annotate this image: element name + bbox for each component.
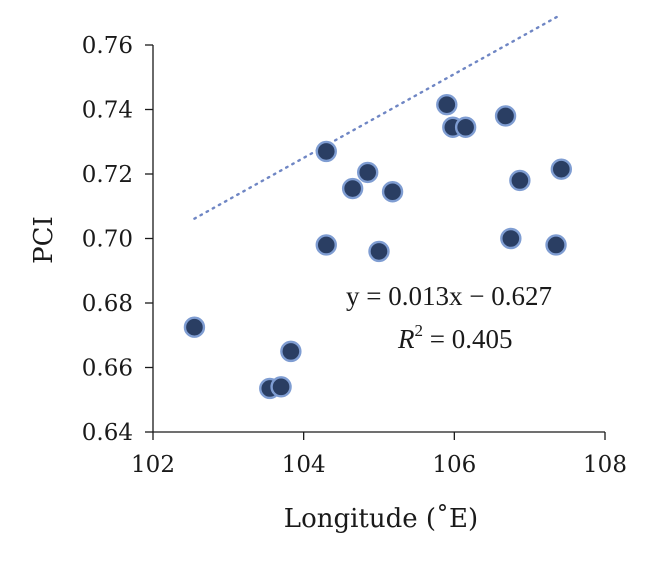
- data-point: [368, 240, 390, 263]
- r-squared-symbol: R: [397, 324, 415, 354]
- x-axis-title: Longitude (˚E): [284, 504, 478, 534]
- data-point: [280, 340, 302, 363]
- data-point: [183, 316, 206, 338]
- y-tick-label: 0.68: [82, 291, 133, 317]
- y-tick-label: 0.64: [82, 420, 133, 446]
- data-point: [357, 161, 379, 184]
- x-tick-label: 106: [432, 452, 476, 478]
- x-tick-label: 108: [583, 452, 627, 478]
- data-points: [183, 93, 573, 400]
- data-point: [454, 116, 477, 138]
- x-tick-label: 102: [131, 452, 175, 478]
- plot-area: 0.640.660.680.700.720.740.76 102 104 106 10…: [82, 13, 627, 478]
- data-point: [545, 234, 567, 256]
- x-ticks: 102 104 106 108: [131, 432, 627, 478]
- data-point: [550, 158, 573, 180]
- data-point: [500, 227, 522, 250]
- y-ticks: 0.64 0.66 0.68 0.70 0.72 0.74 0.76: [82, 33, 153, 446]
- r-squared-value: = 0.405: [423, 324, 512, 354]
- y-tick-label: 0.74: [82, 98, 133, 124]
- y-tick-label: 0.76: [82, 33, 133, 59]
- data-point: [315, 140, 337, 163]
- regression-equation: y = 0.013x − 0.627: [346, 281, 552, 311]
- data-point: [381, 181, 404, 203]
- r-squared-label: R2 = 0.405: [397, 321, 512, 354]
- data-point: [436, 93, 458, 116]
- y-tick-label: 0.66: [82, 356, 133, 382]
- data-point: [509, 169, 531, 192]
- data-point: [315, 234, 337, 256]
- data-point: [270, 376, 292, 398]
- data-point: [494, 105, 517, 127]
- y-tick-label: 0.70: [82, 227, 133, 253]
- x-tick-label: 104: [282, 452, 326, 478]
- y-axis-title: PCI: [29, 216, 59, 264]
- data-point: [341, 177, 364, 200]
- regression-annotation: y = 0.013x − 0.627 R2 = 0.405: [346, 281, 552, 354]
- r-squared-exponent: 2: [415, 321, 424, 340]
- trendline: [193, 13, 563, 220]
- y-tick-label: 0.72: [82, 162, 133, 188]
